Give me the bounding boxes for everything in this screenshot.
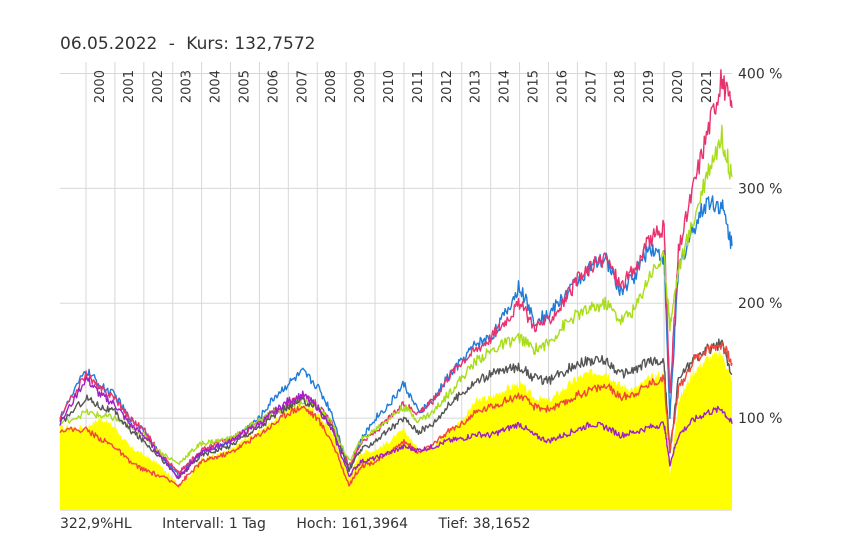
x-tick-label-2006: 2006 (266, 70, 281, 103)
y-tick-label-100: 100 % (738, 411, 782, 427)
x-tick-label-2011: 2011 (411, 70, 426, 103)
footer-high: Hoch: 161,3964 (296, 516, 408, 532)
x-tick-label-2010: 2010 (382, 70, 397, 103)
x-tick-label-2004: 2004 (209, 70, 224, 103)
x-tick-label-2015: 2015 (527, 70, 542, 103)
x-tick-label-2007: 2007 (295, 70, 310, 103)
footer-low: Tief: 38,1652 (438, 516, 531, 532)
y-tick-label-300: 300 % (738, 181, 782, 197)
header-kurs-label: Kurs: (186, 34, 229, 54)
x-tick-label-2019: 2019 (642, 70, 657, 103)
y-axis-labels: 100 % 200 % 300 % 400 % (738, 66, 782, 427)
x-axis-labels: 2000 2001 2002 2003 2004 2005 2006 2007 2008 2009… (93, 70, 715, 103)
header-date: 06.05.2022 (60, 34, 158, 54)
x-tick-label-2000: 2000 (93, 70, 108, 103)
y-tick-label-200: 200 % (738, 296, 782, 312)
x-tick-label-2014: 2014 (498, 70, 513, 103)
x-tick-label-2008: 2008 (324, 70, 339, 103)
line-series-violett[interactable] (59, 376, 733, 479)
x-tick-label-2016: 2016 (555, 70, 570, 103)
x-tick-label-2013: 2013 (469, 70, 484, 103)
y-tick-label-400: 400 % (738, 66, 782, 82)
area-series (60, 349, 732, 510)
line-series-dunkelgrau[interactable] (59, 338, 733, 480)
chart-header: 06.05.2022 - Kurs: 132,7572 (60, 34, 315, 54)
chart-footer: 322,9%HL Intervall: 1 Tag Hoch: 161,3964… (60, 516, 557, 532)
header-kurs-value: 132,7572 (234, 34, 316, 54)
x-tick-label-2005: 2005 (237, 70, 252, 103)
x-tick-label-2020: 2020 (671, 70, 686, 103)
line-series-hellgr-n[interactable] (60, 124, 733, 466)
x-tick-label-2003: 2003 (180, 70, 195, 103)
area-series-area-gelb-[interactable] (60, 349, 732, 510)
x-tick-label-2021: 2021 (700, 70, 715, 103)
x-tick-label-2018: 2018 (613, 70, 628, 103)
x-tick-label-2017: 2017 (584, 70, 599, 103)
x-tick-label-2002: 2002 (151, 70, 166, 103)
footer-interval: Intervall: 1 Tag (162, 516, 266, 532)
line-series-rot-pink[interactable] (59, 69, 733, 475)
x-tick-label-2009: 2009 (353, 70, 368, 103)
header-separator: - (168, 34, 175, 54)
x-tick-label-2001: 2001 (122, 70, 137, 103)
footer-hl: 322,9%HL (60, 516, 132, 532)
line-series (59, 69, 733, 488)
x-tick-label-2012: 2012 (440, 70, 455, 103)
